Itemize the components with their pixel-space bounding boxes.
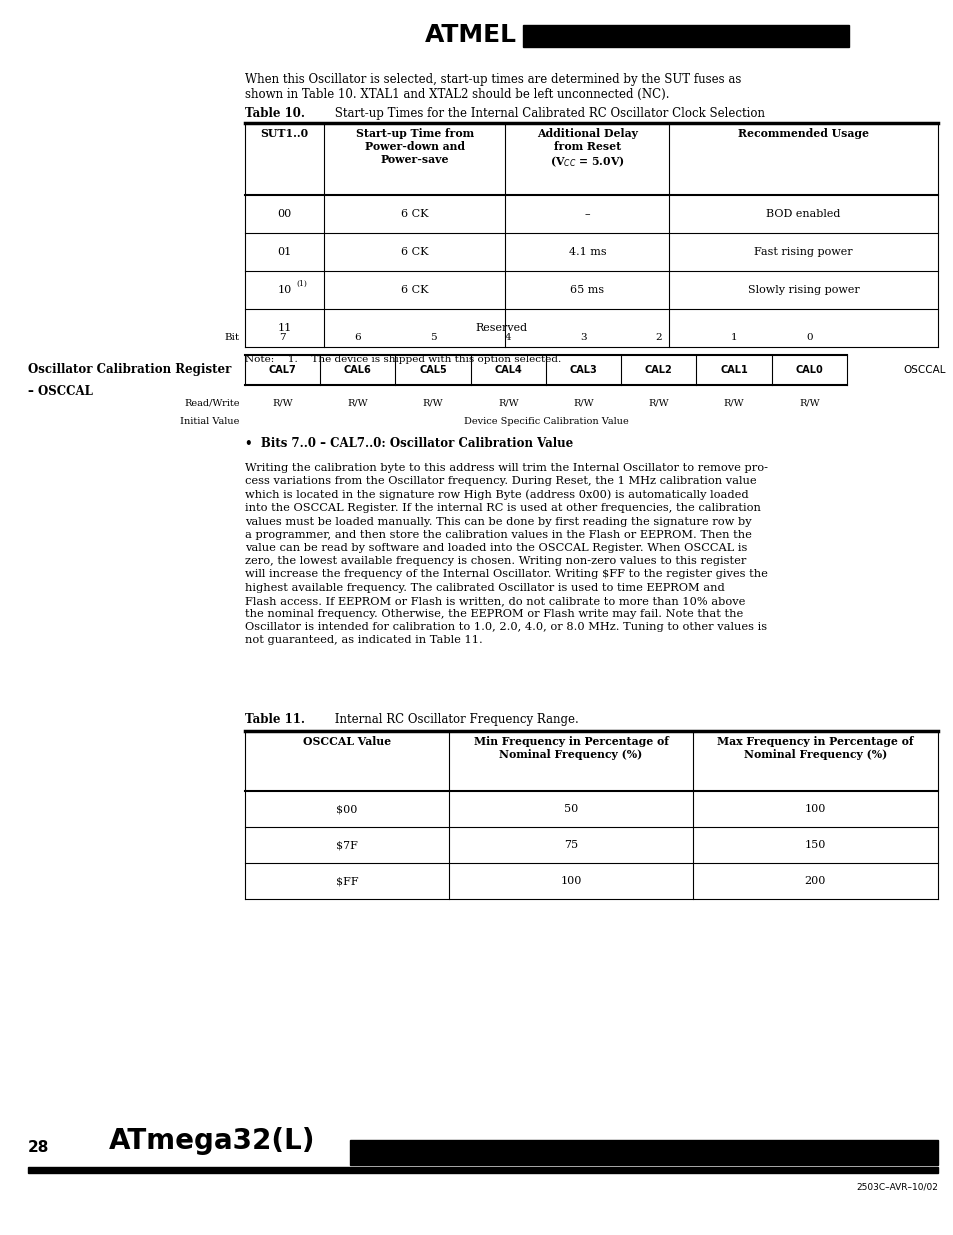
Text: Table 10.: Table 10.	[245, 107, 305, 120]
Text: 5: 5	[429, 332, 436, 342]
Text: R/W: R/W	[422, 399, 443, 408]
Text: $00: $00	[336, 804, 357, 814]
Text: CAL0: CAL0	[795, 366, 822, 375]
Text: Additional Delay
from Reset
(V$_{CC}$ = 5.0V): Additional Delay from Reset (V$_{CC}$ = …	[537, 128, 638, 168]
Text: 6: 6	[354, 332, 360, 342]
Text: Start-up Times for the Internal Calibrated RC Oscillator Clock Selection: Start-up Times for the Internal Calibrat…	[331, 107, 764, 120]
Text: CAL5: CAL5	[418, 366, 446, 375]
Bar	[28, 1167, 937, 1173]
Text: OSCCAL Value: OSCCAL Value	[303, 736, 391, 747]
Text: 3: 3	[579, 332, 586, 342]
Text: (1): (1)	[295, 280, 307, 288]
Text: R/W: R/W	[799, 399, 819, 408]
Bar	[350, 1140, 937, 1165]
Text: Slowly rising power: Slowly rising power	[747, 285, 859, 295]
Text: 75: 75	[563, 840, 578, 850]
Bar	[522, 25, 848, 47]
Text: SUT1..0: SUT1..0	[260, 128, 308, 140]
Text: Min Frequency in Percentage of
Nominal Frequency (%): Min Frequency in Percentage of Nominal F…	[473, 736, 668, 760]
Text: R/W: R/W	[573, 399, 593, 408]
Text: 100: 100	[803, 804, 825, 814]
Text: 100: 100	[559, 876, 581, 885]
Text: – OSCCAL: – OSCCAL	[28, 385, 92, 398]
Text: ATmega32(L): ATmega32(L)	[109, 1128, 314, 1155]
Text: $FF: $FF	[335, 876, 358, 885]
Text: R/W: R/W	[497, 399, 518, 408]
Text: •  Bits 7..0 – CAL7..0: Oscillator Calibration Value: • Bits 7..0 – CAL7..0: Oscillator Calibr…	[245, 437, 573, 450]
Text: 0: 0	[805, 332, 812, 342]
Text: Recommended Usage: Recommended Usage	[738, 128, 868, 140]
Text: R/W: R/W	[272, 399, 293, 408]
Text: 2: 2	[655, 332, 661, 342]
Text: 4: 4	[504, 332, 511, 342]
Text: –: –	[584, 209, 590, 219]
Text: Start-up Time from
Power-down and
Power-save: Start-up Time from Power-down and Power-…	[355, 128, 473, 164]
Text: 50: 50	[563, 804, 578, 814]
Text: R/W: R/W	[347, 399, 368, 408]
Text: When this Oscillator is selected, start-up times are determined by the SUT fuses: When this Oscillator is selected, start-…	[245, 73, 740, 101]
Text: CAL1: CAL1	[720, 366, 747, 375]
Text: Table 11.: Table 11.	[245, 713, 305, 726]
Text: 200: 200	[803, 876, 825, 885]
Text: Fast rising power: Fast rising power	[754, 247, 852, 257]
Text: 6 CK: 6 CK	[400, 209, 428, 219]
Text: ATMEL: ATMEL	[424, 23, 517, 47]
Text: 28: 28	[28, 1140, 49, 1155]
Text: Device Specific Calibration Value: Device Specific Calibration Value	[463, 416, 628, 426]
Text: Bit: Bit	[225, 332, 239, 342]
Text: 6 CK: 6 CK	[400, 247, 428, 257]
Text: 00: 00	[277, 209, 291, 219]
Text: CAL3: CAL3	[569, 366, 597, 375]
Text: $7F: $7F	[335, 840, 357, 850]
Text: Initial Value: Initial Value	[180, 416, 239, 426]
Text: Oscillator Calibration Register: Oscillator Calibration Register	[28, 363, 231, 375]
Text: Writing the calibration byte to this address will trim the Internal Oscillator t: Writing the calibration byte to this add…	[245, 463, 767, 646]
Text: 2503C–AVR–10/02: 2503C–AVR–10/02	[855, 1183, 937, 1192]
Text: BOD enabled: BOD enabled	[765, 209, 840, 219]
Text: 1: 1	[730, 332, 737, 342]
Text: Max Frequency in Percentage of
Nominal Frequency (%): Max Frequency in Percentage of Nominal F…	[717, 736, 913, 760]
Text: OSCCAL: OSCCAL	[902, 366, 944, 375]
Text: 150: 150	[803, 840, 825, 850]
Text: 10: 10	[277, 285, 291, 295]
Text: 65 ms: 65 ms	[570, 285, 604, 295]
Text: Note:  1.  The device is shipped with this option selected.: Note: 1. The device is shipped with this…	[245, 354, 560, 364]
Text: 11: 11	[277, 324, 291, 333]
Text: CAL6: CAL6	[343, 366, 372, 375]
Text: CAL4: CAL4	[494, 366, 521, 375]
Text: 01: 01	[277, 247, 291, 257]
Text: 7: 7	[279, 332, 286, 342]
Text: Internal RC Oscillator Frequency Range.: Internal RC Oscillator Frequency Range.	[331, 713, 578, 726]
Text: CAL7: CAL7	[269, 366, 296, 375]
Text: 6 CK: 6 CK	[400, 285, 428, 295]
Text: Read/Write: Read/Write	[184, 399, 239, 408]
Text: CAL2: CAL2	[644, 366, 672, 375]
Text: 4.1 ms: 4.1 ms	[568, 247, 605, 257]
Text: R/W: R/W	[723, 399, 743, 408]
Text: R/W: R/W	[648, 399, 668, 408]
Text: Reserved: Reserved	[475, 324, 526, 333]
